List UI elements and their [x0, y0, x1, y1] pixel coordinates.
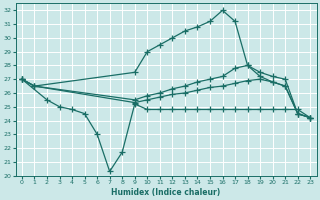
X-axis label: Humidex (Indice chaleur): Humidex (Indice chaleur) — [111, 188, 221, 197]
